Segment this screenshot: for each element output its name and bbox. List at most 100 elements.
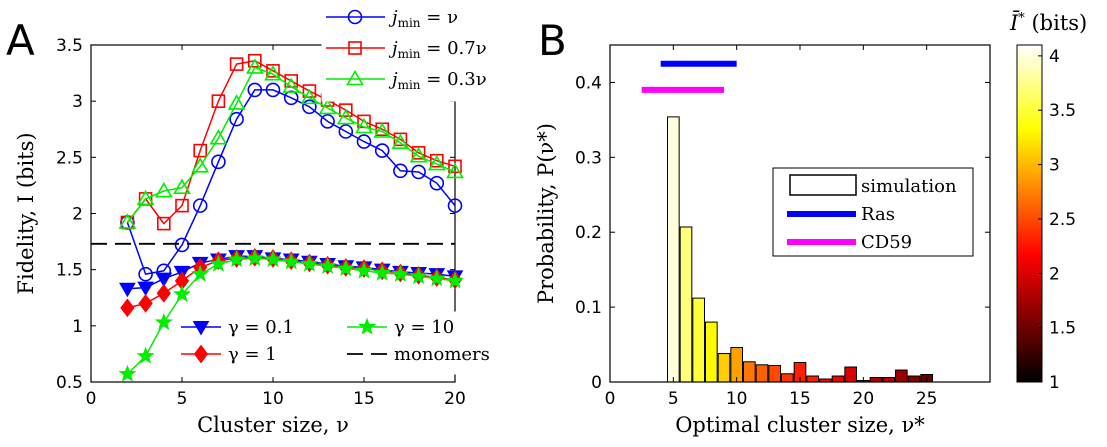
data-point [320,114,335,129]
legend-marker [193,344,209,364]
data-point [374,143,390,158]
bar [768,365,781,383]
bar [781,373,794,383]
bar [806,375,819,383]
colorbar-tick-label: 1.5 [1049,319,1076,339]
bar [907,375,921,383]
data-point [411,146,426,160]
y-tick-label: 0.2 [575,223,602,243]
legend-marker [348,41,362,55]
data-point [245,58,264,74]
colorbar-gradient [1016,44,1043,383]
y-tick-label: 0 [591,373,602,393]
y-tick-label: 1 [72,317,83,337]
data-point [137,281,154,297]
legend-marker [347,9,363,25]
y-axis-title: Probability, P(ν*) [534,123,558,304]
legend-marker [192,321,210,336]
x-tick-label: 25 [916,389,938,409]
colorbar-tick-label: 1 [1049,373,1060,393]
data-point [173,284,191,303]
data-point [447,198,463,213]
bar [705,321,718,383]
data-point [391,133,410,150]
legend-label: γ = 10 [394,317,454,338]
y-tick-label: 0.1 [575,298,602,318]
bar [895,369,908,383]
colorbar: 1 1.5 2 2.5 3 3.5 4 Ī* (bits) [1009,11,1087,393]
panel-label-a: A [6,16,35,65]
data-point [209,254,228,272]
data-point [427,269,446,287]
data-point [409,266,428,285]
x-axis-title: Cluster size, ν [197,413,349,437]
data-point [156,283,171,303]
data-point [211,94,226,108]
data-point [302,99,317,115]
y-tick-label: 2.5 [56,148,83,168]
legend-label: jmin = 0.3ν [388,69,487,92]
data-point [409,147,428,163]
bar [882,377,895,383]
data-point [174,237,190,253]
bar [667,116,680,383]
data-point [138,294,153,313]
data-point [193,143,207,158]
series-line [126,59,456,225]
legend-marker [358,317,376,335]
x-tick-label: 15 [789,389,811,409]
data-point [373,122,392,138]
data-point [229,57,244,71]
bar [679,226,693,383]
data-point [209,129,228,145]
data-point [154,181,173,198]
x-tick-label: 0 [86,389,97,409]
legend-b: simulation Ras CD59 [772,167,974,257]
data-point [136,189,155,206]
data-point [355,261,373,279]
data-point [266,64,280,78]
legend-label: CD59 [861,232,912,253]
legend-label: jmin = ν [388,7,458,30]
legend-swatch-simulation [789,174,857,196]
legend-top: jmin = ν jmin = 0.7ν jmin = 0.3ν [321,2,535,102]
data-point [211,154,226,170]
legend-bottom-box [175,311,457,375]
data-point [446,271,464,289]
panel-label-b: B [538,16,567,65]
y-tick-label: 0.5 [56,373,83,393]
colorbar-tick-label: 3 [1049,156,1060,176]
legend-label: γ = 1 [228,344,277,365]
data-point [427,154,446,171]
data-point [393,163,408,179]
y-axis-title: Fidelity, I (bits) [14,132,38,294]
data-point [264,250,282,268]
data-point [446,162,464,179]
data-point [411,164,426,180]
data-point [118,364,137,382]
x-tick-label: 10 [262,389,284,409]
series-0 [120,82,463,282]
data-point [264,65,282,81]
data-point [175,198,189,213]
data-point [155,272,173,288]
data-point [300,254,319,272]
data-point [282,77,301,93]
bar [755,364,769,383]
bar [730,347,743,383]
x-tick-label: 5 [668,389,679,409]
bar [717,353,731,383]
bar [869,377,883,383]
data-point [448,159,462,174]
data-point [227,94,246,110]
data-point [245,248,264,267]
y-tick-label: 1.5 [56,261,83,281]
legend-label: jmin = 0.7ν [388,38,487,61]
x-axis-title: Optimal cluster size, ν* [675,413,925,437]
data-point [191,264,210,282]
y-tick-label: 3.5 [56,36,83,56]
data-point [247,82,263,98]
data-point [192,198,208,213]
